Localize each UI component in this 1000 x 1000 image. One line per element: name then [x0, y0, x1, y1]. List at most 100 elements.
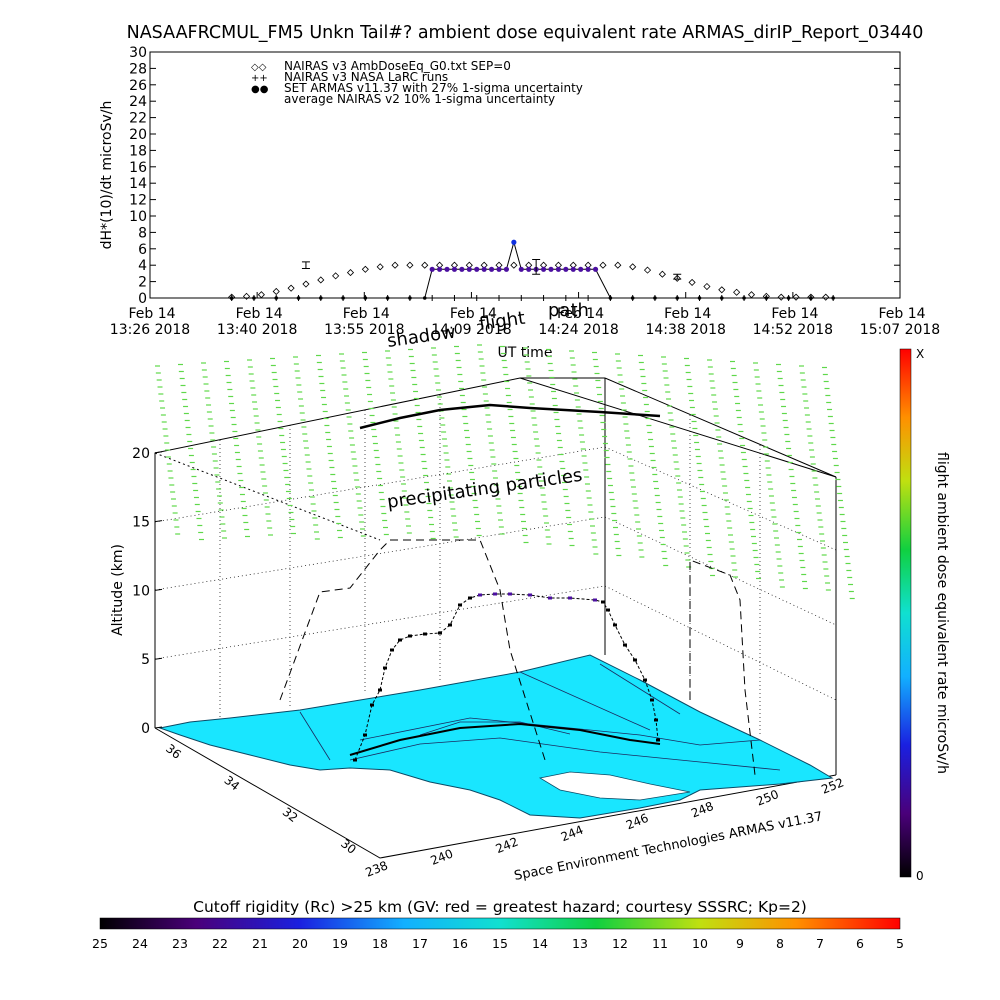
nairas-v3-point — [673, 274, 681, 282]
z-tick-label: 5 — [141, 652, 150, 668]
armas-point — [630, 296, 635, 300]
flight-sample — [438, 631, 442, 635]
nairas-v3-point — [703, 282, 711, 291]
nairas-v3-point — [242, 292, 251, 300]
nairas-v3-point — [361, 265, 369, 273]
flight-sample — [528, 593, 532, 597]
larc-point — [473, 295, 480, 301]
legend-symbol: ++ — [251, 73, 268, 84]
armas-point — [363, 296, 368, 300]
armas-point — [474, 266, 480, 272]
flight-sample — [508, 592, 512, 596]
x-tick-label-3d: 250 — [754, 787, 780, 809]
nairas-v3-point — [421, 261, 429, 269]
armas-point — [675, 296, 680, 300]
rigidity-tick-label: 7 — [816, 936, 824, 951]
flight-sample — [423, 632, 427, 636]
armas-point — [503, 266, 510, 272]
flight-sample — [390, 648, 394, 652]
z-tick — [154, 657, 163, 660]
armas-point — [592, 266, 599, 272]
flight-sample — [383, 666, 387, 670]
flight-sample — [656, 738, 660, 742]
globe-3d-plot: precipitating particles 0 5 10 15 20 Altitud… — [110, 344, 855, 884]
top-x-tick-label-time: 13:40 2018 — [217, 322, 297, 338]
top-y-tick-label: 18 — [129, 143, 147, 159]
3d-box-frame — [154, 377, 837, 859]
top-x-tick-label-date: Feb 14 — [771, 306, 818, 322]
rigidity-tick-label: 22 — [212, 936, 228, 951]
armas-point — [296, 296, 301, 300]
flight-path-3d — [349, 592, 661, 762]
nairas-v3-point — [376, 263, 384, 271]
dose-rate-colorbar-top-label: X — [916, 347, 924, 361]
armas-point — [274, 296, 279, 300]
flight-sample — [493, 592, 497, 596]
armas-point — [444, 266, 450, 272]
map-boundaries — [299, 663, 781, 771]
top-y-tick-label: 22 — [129, 111, 147, 127]
armas-point — [408, 296, 412, 300]
armas-point — [429, 266, 435, 272]
larc-point — [540, 295, 547, 301]
rigidity-tick-label: 25 — [92, 936, 108, 951]
top-chart-x-label: UT time — [498, 345, 553, 361]
top-x-tick-label-date: Feb 14 — [557, 306, 604, 322]
credit-label: Space Environment Technologies ARMAS v11… — [513, 809, 824, 884]
rigidity-tick-label: 24 — [132, 936, 148, 951]
z-tick-label: 0 — [141, 721, 150, 737]
flight-sample — [478, 593, 482, 597]
flight-sample — [378, 688, 382, 692]
flight-sample — [398, 638, 402, 642]
nairas-v3-point — [643, 266, 652, 274]
z-tick-label: 20 — [132, 446, 150, 462]
rigidity-tick-label: 18 — [372, 936, 388, 951]
armas-point — [518, 266, 524, 272]
top-x-tick-label-date: Feb 14 — [128, 306, 175, 322]
nairas-v3-point — [302, 280, 310, 288]
top-y-tick-label: 28 — [129, 61, 147, 77]
nairas-v3-point — [658, 270, 666, 278]
armas-point — [481, 266, 487, 272]
top-y-tick-label: 24 — [129, 94, 147, 110]
armas-point — [764, 296, 769, 300]
armas-point — [437, 266, 443, 272]
legend-entry: NAIRAS v3 AmbDoseEq_G0.txt SEP=0 — [284, 59, 511, 73]
map-surface — [158, 654, 834, 819]
armas-point — [786, 296, 791, 300]
armas-point — [548, 266, 554, 272]
armas-point — [466, 266, 472, 272]
top-x-tick-label-date: Feb 14 — [664, 306, 711, 322]
top-chart-series — [228, 239, 837, 301]
nairas-v3-point — [391, 261, 399, 269]
top-y-tick-label: 26 — [129, 78, 147, 94]
rigidity-tick-label: 20 — [292, 936, 308, 951]
figure-title: NASAAFRCMUL_FM5 Unkn Tail#? ambient dose… — [127, 23, 924, 43]
flight-path-3d-line — [354, 593, 659, 761]
flight-sample — [623, 643, 627, 647]
rigidity-tick-label: 14 — [532, 936, 548, 951]
flight-sample — [650, 698, 654, 702]
nairas-v3-point — [510, 261, 518, 269]
dose-rate-colorbar-bottom-label: 0 — [916, 869, 924, 883]
rigidity-tick-label: 5 — [896, 936, 904, 951]
top-y-tick-label: 0 — [138, 291, 147, 307]
x-tick-label-3d: 248 — [689, 799, 715, 821]
armas-point — [653, 296, 657, 300]
rigidity-tick-label: 15 — [492, 936, 508, 951]
top-x-tick-label-time: 13:55 2018 — [324, 322, 404, 338]
nairas-v3-point — [287, 284, 295, 292]
armas-point — [608, 296, 613, 300]
top-y-tick-label: 16 — [129, 160, 147, 176]
cutoff-rigidity-ticks: 25 24 23 22 21 20 19 18 17 16 15 14 13 12 11 10 9 8 7 6 5 — [92, 936, 904, 951]
larc-point — [496, 295, 503, 301]
rigidity-tick-label: 11 — [652, 936, 668, 951]
top-x-tick-label-date: Feb 14 — [236, 306, 283, 322]
flight-sample — [548, 596, 552, 600]
flight-sample — [654, 718, 658, 722]
top-x-tick-label-time: 15:07 2018 — [860, 322, 940, 338]
flight-sample — [363, 733, 367, 737]
top-x-tick-label-time: 14:09 2018 — [431, 322, 511, 338]
armas-point — [831, 296, 835, 300]
